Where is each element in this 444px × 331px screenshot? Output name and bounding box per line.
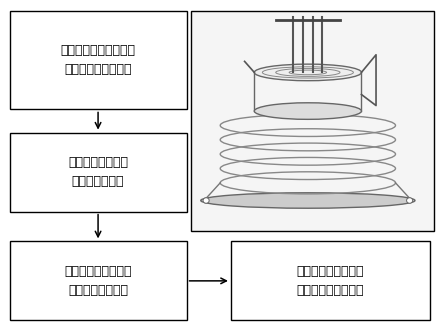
Bar (10, 132, 186, 212)
Ellipse shape (407, 198, 412, 203)
Ellipse shape (254, 103, 361, 119)
Ellipse shape (201, 193, 415, 208)
Ellipse shape (254, 64, 361, 81)
Text: 注入模具当中在冷却
之后得到高分子材料: 注入模具当中在冷却 之后得到高分子材料 (297, 265, 364, 297)
Text: 将废弃的塑料、橡胶收
集到一起并清洗干净: 将废弃的塑料、橡胶收 集到一起并清洗干净 (60, 44, 135, 76)
Text: 投入反应釜加热至熔
融状态并搅拌均匀: 投入反应釜加热至熔 融状态并搅拌均匀 (64, 265, 132, 297)
Bar (10, 11, 186, 110)
Bar (231, 241, 430, 320)
Bar (10, 241, 186, 320)
Bar (191, 11, 434, 231)
Text: 烘干之后使用粉碎
机粉碎成为粉末: 烘干之后使用粉碎 机粉碎成为粉末 (68, 156, 128, 188)
Ellipse shape (203, 198, 209, 203)
